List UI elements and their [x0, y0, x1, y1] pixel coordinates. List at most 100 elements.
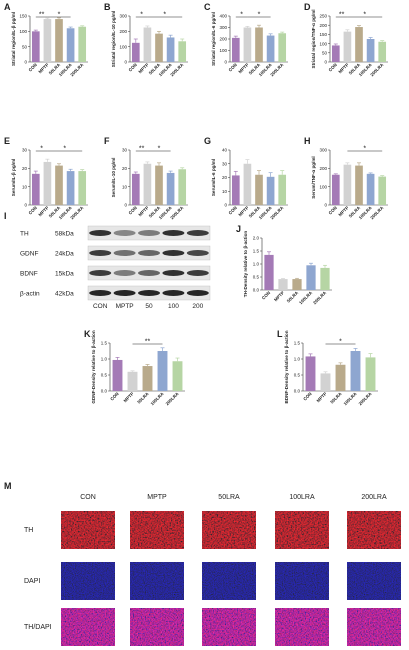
bar — [266, 176, 275, 205]
error-bar — [333, 43, 338, 46]
y-axis-label: Striatal region/TNF-α pg/ml — [311, 10, 316, 69]
error-bar — [68, 26, 73, 29]
blot-lane-label: 50 — [145, 303, 153, 310]
y-tick-label: 250 — [319, 14, 327, 19]
fluorescence-texture — [61, 562, 115, 600]
fluorescence-texture — [130, 511, 184, 549]
bar — [320, 267, 330, 290]
panel-label: H — [304, 136, 311, 146]
error-bar — [233, 35, 238, 38]
bar — [43, 161, 52, 205]
significance-label: * — [363, 146, 366, 153]
y-axis-label: Striatal region/IL-β pg/ml — [11, 12, 16, 66]
y-tick-label: 30 — [122, 148, 128, 153]
panel-label: B — [104, 2, 111, 12]
significance-label: * — [363, 12, 366, 19]
y-tick-label: 30 — [22, 148, 28, 153]
blot-band — [113, 290, 136, 296]
x-tick-label: 200LRA — [165, 391, 181, 407]
bar — [335, 364, 346, 391]
error-bar — [368, 37, 373, 39]
bar — [157, 351, 168, 391]
y-tick-label: 0 — [224, 60, 227, 65]
y-tick-label: 300 — [319, 148, 327, 153]
bar — [243, 163, 252, 205]
significance-label: * — [240, 12, 243, 19]
error-bar — [133, 171, 138, 174]
significance-label: ** — [139, 146, 145, 153]
significance-label: * — [158, 146, 161, 153]
y-axis-label: Serum/IL-β pg/ml — [11, 159, 16, 197]
y-tick-label: 1.0 — [101, 357, 108, 362]
fluorescence-texture — [61, 608, 115, 646]
fluorescence-texture — [130, 562, 184, 600]
panel-label: C — [204, 2, 211, 12]
error-bar — [280, 170, 285, 175]
x-tick-label: 200LRA — [369, 62, 385, 78]
panel-label: D — [304, 2, 311, 12]
x-tick-label: CON — [328, 62, 338, 72]
bar — [264, 254, 274, 290]
panel-label: I — [4, 211, 7, 221]
bar — [131, 42, 140, 62]
error-bar — [368, 172, 373, 174]
fluorescence-texture — [347, 608, 401, 646]
bar — [178, 41, 187, 62]
y-tick-label: 1.0 — [253, 262, 260, 267]
x-tick-label: 50LRA — [329, 391, 343, 405]
bar — [278, 174, 287, 205]
error-bar — [168, 170, 173, 173]
blot-size: 24kDa — [55, 251, 74, 258]
y-tick-label: 10 — [222, 189, 228, 194]
bar — [378, 176, 387, 205]
blot-band — [89, 270, 112, 276]
x-tick-label: 200LRA — [312, 290, 328, 306]
significance-label: * — [258, 12, 261, 19]
error-bar — [353, 348, 358, 351]
bar — [231, 175, 240, 205]
blot-band — [186, 230, 209, 236]
x-tick-label: 200LRA — [269, 205, 285, 221]
error-bar — [130, 370, 135, 372]
y-tick-label: 30 — [222, 161, 228, 166]
error-bar — [175, 357, 180, 362]
bar — [306, 265, 316, 290]
significance-label: * — [63, 146, 66, 153]
y-tick-label: 1.5 — [294, 341, 301, 346]
y-tick-label: 2.0 — [253, 236, 260, 241]
bar — [366, 173, 375, 205]
error-bar — [345, 29, 350, 32]
bar — [155, 165, 163, 205]
bar — [350, 351, 361, 391]
bar — [43, 19, 52, 62]
bar — [55, 19, 63, 62]
panel-label: L — [277, 329, 283, 339]
y-axis-label: Striatal region/IL-10 pg/ml — [111, 11, 116, 67]
bar — [292, 279, 302, 290]
y-axis-label: Striatal region/IL-6 pg/ml — [211, 12, 216, 66]
blot-band — [162, 250, 185, 256]
y-tick-label: 20 — [122, 166, 128, 171]
error-bar — [33, 170, 38, 174]
x-tick-label: 200LRA — [169, 62, 185, 78]
y-tick-label: 200 — [219, 37, 227, 42]
fluorescence-texture — [275, 511, 329, 549]
blot-protein: BDNF — [20, 271, 38, 278]
y-tick-label: 0 — [124, 60, 127, 65]
y-tick-label: 200 — [119, 29, 127, 34]
y-axis-label: Serum/TNF-α pg/ml — [311, 156, 316, 198]
y-tick-label: 200 — [319, 23, 327, 28]
blot-band — [138, 230, 160, 236]
blot-band — [138, 250, 160, 256]
panel-label: J — [236, 224, 241, 234]
blot-size: 58kDa — [55, 231, 74, 238]
x-tick-label: CON — [128, 205, 138, 215]
bar — [231, 37, 240, 62]
y-tick-label: 200 — [319, 166, 327, 171]
bar — [55, 165, 63, 205]
panel-label: F — [104, 136, 110, 146]
significance-label: ** — [145, 339, 151, 346]
x-tick-label: 100LRA — [150, 391, 166, 407]
error-bar — [45, 158, 50, 162]
blot-band — [162, 290, 185, 296]
